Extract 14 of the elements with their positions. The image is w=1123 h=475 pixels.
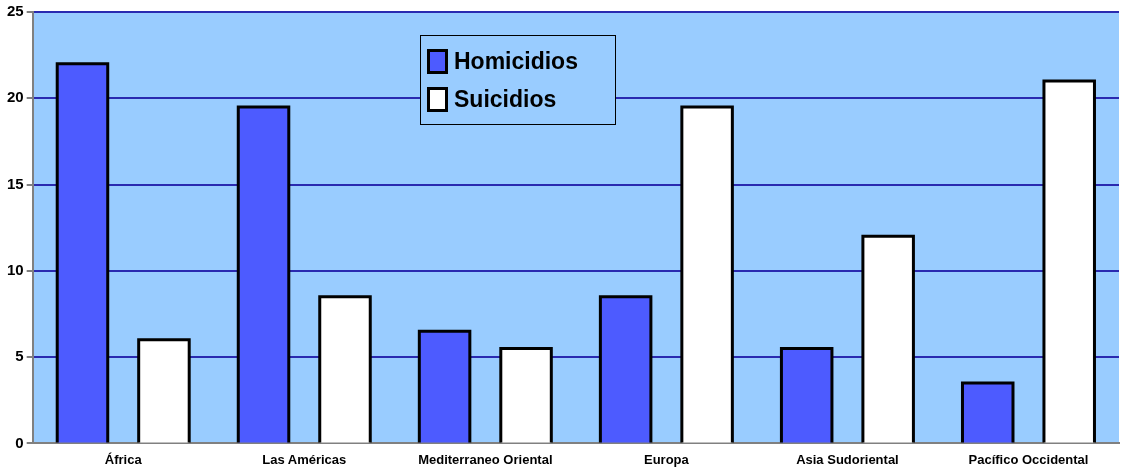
x-tick-label: Las Américas xyxy=(262,451,347,467)
x-tick-label: Pacífico Occidental xyxy=(968,451,1089,467)
legend-label: Homicidios xyxy=(454,47,578,75)
y-tick-label: 20 xyxy=(7,88,24,106)
legend-label: Suicidios xyxy=(454,85,557,113)
x-tick-label: Europa xyxy=(643,451,690,467)
y-tick-label: 25 xyxy=(7,2,24,20)
y-tick-label: 0 xyxy=(15,433,24,451)
y-tick-label: 10 xyxy=(7,260,24,278)
y-tick-label: 5 xyxy=(15,347,24,365)
x-tick-label: Asia Sudoriental xyxy=(796,451,899,467)
x-tick-label: África xyxy=(104,451,143,467)
x-tick-label: Mediterraneo Oriental xyxy=(418,451,553,467)
y-tick-label: 15 xyxy=(7,174,24,192)
